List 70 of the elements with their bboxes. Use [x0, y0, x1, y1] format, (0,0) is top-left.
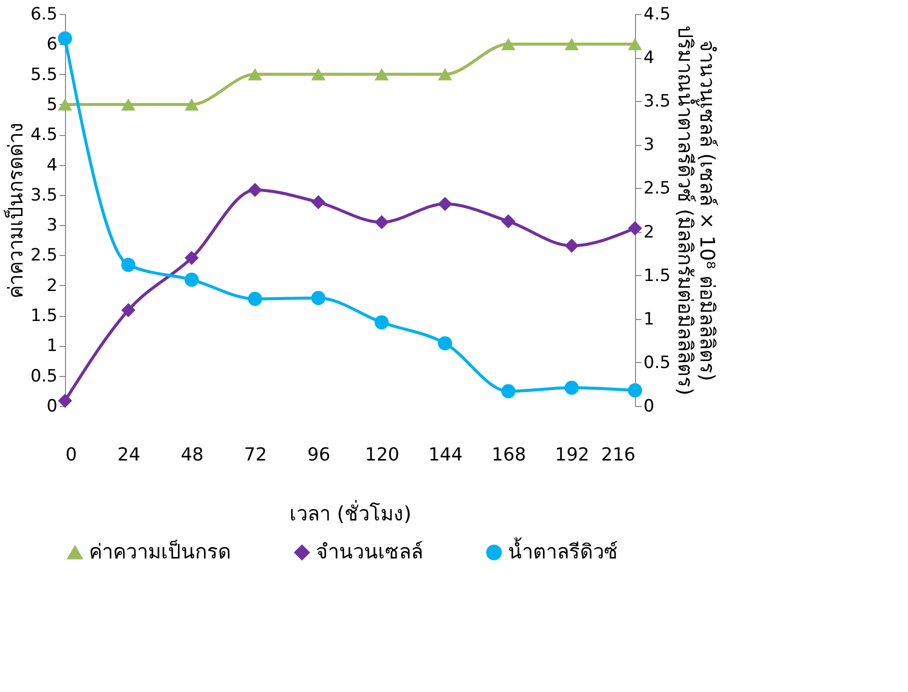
x-tick-label: 96	[307, 444, 330, 466]
point	[564, 380, 579, 395]
x-tick-label: 0	[66, 444, 77, 466]
y-tick-label: 2.5	[30, 246, 58, 266]
y2-tick-label: 0	[644, 396, 654, 416]
point	[628, 383, 642, 398]
point	[121, 258, 136, 272]
point	[438, 68, 452, 80]
y-tick-label: 3	[46, 216, 58, 236]
legend-label: ค่าความเป็นกรด	[89, 538, 231, 564]
point	[121, 98, 136, 111]
point	[501, 214, 516, 228]
y2-tick-label: 1.5	[644, 266, 671, 286]
point	[248, 68, 262, 80]
point	[628, 38, 642, 50]
y-tick-label: 3.5	[30, 185, 58, 206]
y-tick-label: 4.5	[30, 125, 58, 146]
y2-axis-title: จำนวนเซลล์ (เซลล์ × 10⁸ ต่อมิลลิลิตร) ปริมาณน้ำตาลรีดิวซ์ (มิลลิกรัมต่อมิลลิลิตร)	[674, 26, 720, 396]
y2-tick-label: 2.5	[644, 178, 671, 199]
x-tick-label: 192	[554, 444, 590, 466]
y-tick-label: 6	[46, 34, 58, 55]
legend-label: น้ำตาลรีดิวซ์	[508, 537, 618, 564]
y2-tick-label: 4.5	[644, 4, 671, 24]
y-tick-label: 5.5	[30, 64, 58, 85]
y-tick-label: 5	[46, 94, 58, 115]
point	[121, 303, 136, 318]
x-tick-label: 216	[601, 444, 636, 466]
point	[58, 31, 72, 46]
y-tick-label: 6.5	[30, 4, 58, 24]
point	[438, 196, 452, 211]
point	[374, 315, 389, 330]
y2-tick-label: 3	[644, 135, 654, 156]
point	[311, 68, 326, 80]
x-axis-title: เวลา (ชั่วโมง)	[290, 500, 412, 526]
point	[58, 98, 72, 111]
y-tick-label: 1.5	[30, 306, 58, 326]
point	[438, 336, 452, 350]
y-tick-label: 4	[46, 155, 58, 176]
x-tick-label: 120	[364, 444, 400, 466]
y-tick-label: 1	[46, 336, 58, 356]
x-tick-label: 24	[117, 444, 140, 466]
y-axis-title: ค่าความเป็นกรดด่าง	[2, 122, 28, 298]
point	[58, 394, 72, 408]
point	[311, 195, 326, 210]
point	[628, 221, 642, 236]
point	[248, 292, 262, 306]
point	[374, 215, 389, 230]
y-tick-label: 0.5	[30, 366, 58, 386]
point	[184, 272, 199, 287]
y2-tick-label: 1	[644, 309, 654, 330]
point	[184, 250, 199, 265]
x-tick-label: 144	[428, 444, 463, 466]
x-tick-label: 72	[244, 444, 267, 466]
point	[501, 38, 516, 50]
y-tick-label: 2	[46, 276, 58, 296]
y2-tick-label: 2	[644, 222, 654, 242]
legend-label: จำนวนเซลล์	[316, 539, 423, 564]
x-tick-label: 48	[180, 444, 204, 466]
point	[564, 38, 579, 50]
y2-tick-label: 3.5	[644, 92, 671, 112]
point	[564, 238, 579, 253]
y-tick-label: 0	[46, 396, 58, 416]
point	[311, 290, 326, 306]
y2-tick-label: 0.5	[644, 352, 671, 373]
point	[501, 384, 516, 398]
point	[374, 68, 389, 80]
point	[248, 182, 262, 198]
x-tick-label: 168	[492, 444, 526, 466]
y2-tick-label: 4	[644, 48, 654, 68]
point	[184, 98, 199, 111]
